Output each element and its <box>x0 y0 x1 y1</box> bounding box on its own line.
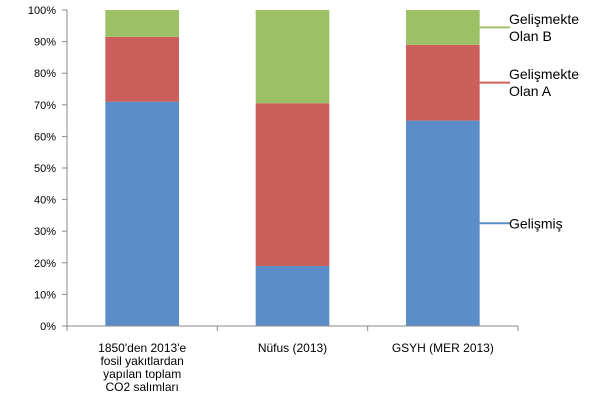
bar-segment <box>406 10 480 45</box>
y-tick-label: 20% <box>34 258 56 270</box>
legend-label: Gelişmiş <box>509 215 563 231</box>
y-tick-label: 50% <box>34 163 56 175</box>
legend-label: Olan B <box>509 28 552 44</box>
y-tick-label: 40% <box>34 195 56 207</box>
bar-segment <box>105 36 179 102</box>
bar-segments <box>105 10 480 326</box>
bar-segment <box>406 120 480 326</box>
legend-label: Olan A <box>509 83 552 99</box>
bar-segment <box>255 103 330 266</box>
bar-segment <box>255 265 330 326</box>
y-tick-label: 60% <box>34 131 56 143</box>
x-tick-label: 1850'den 2013'e <box>98 341 186 355</box>
y-tick-label: 90% <box>34 37 56 49</box>
y-tick-label: 30% <box>34 226 56 238</box>
x-tick-label: yapılan toplam <box>103 367 181 381</box>
x-tick-label: CO2 salımları <box>105 380 178 394</box>
y-tick-label: 70% <box>34 100 56 112</box>
y-axis: 0% 10% 20% 30% 40% 50% 60% 70% 80% 90% 100% <box>28 5 68 333</box>
y-tick-label: 100% <box>28 5 56 17</box>
bar-segment <box>255 10 330 104</box>
legend-label: Gelişmekte <box>509 11 579 27</box>
y-tick-label: 80% <box>34 68 56 80</box>
bar-segment <box>406 44 480 121</box>
x-tick-label: GSYH (MER 2013) <box>392 341 494 355</box>
x-tick-label: Nüfus (2013) <box>258 341 327 355</box>
legend-label: Gelişmekte <box>509 66 579 82</box>
y-tick-label: 0% <box>40 321 56 333</box>
x-tick-label: fosil yakıtlardan <box>100 354 183 368</box>
bar-segment <box>105 101 179 326</box>
bar-segment <box>105 10 179 37</box>
y-tick-label: 10% <box>34 289 56 301</box>
